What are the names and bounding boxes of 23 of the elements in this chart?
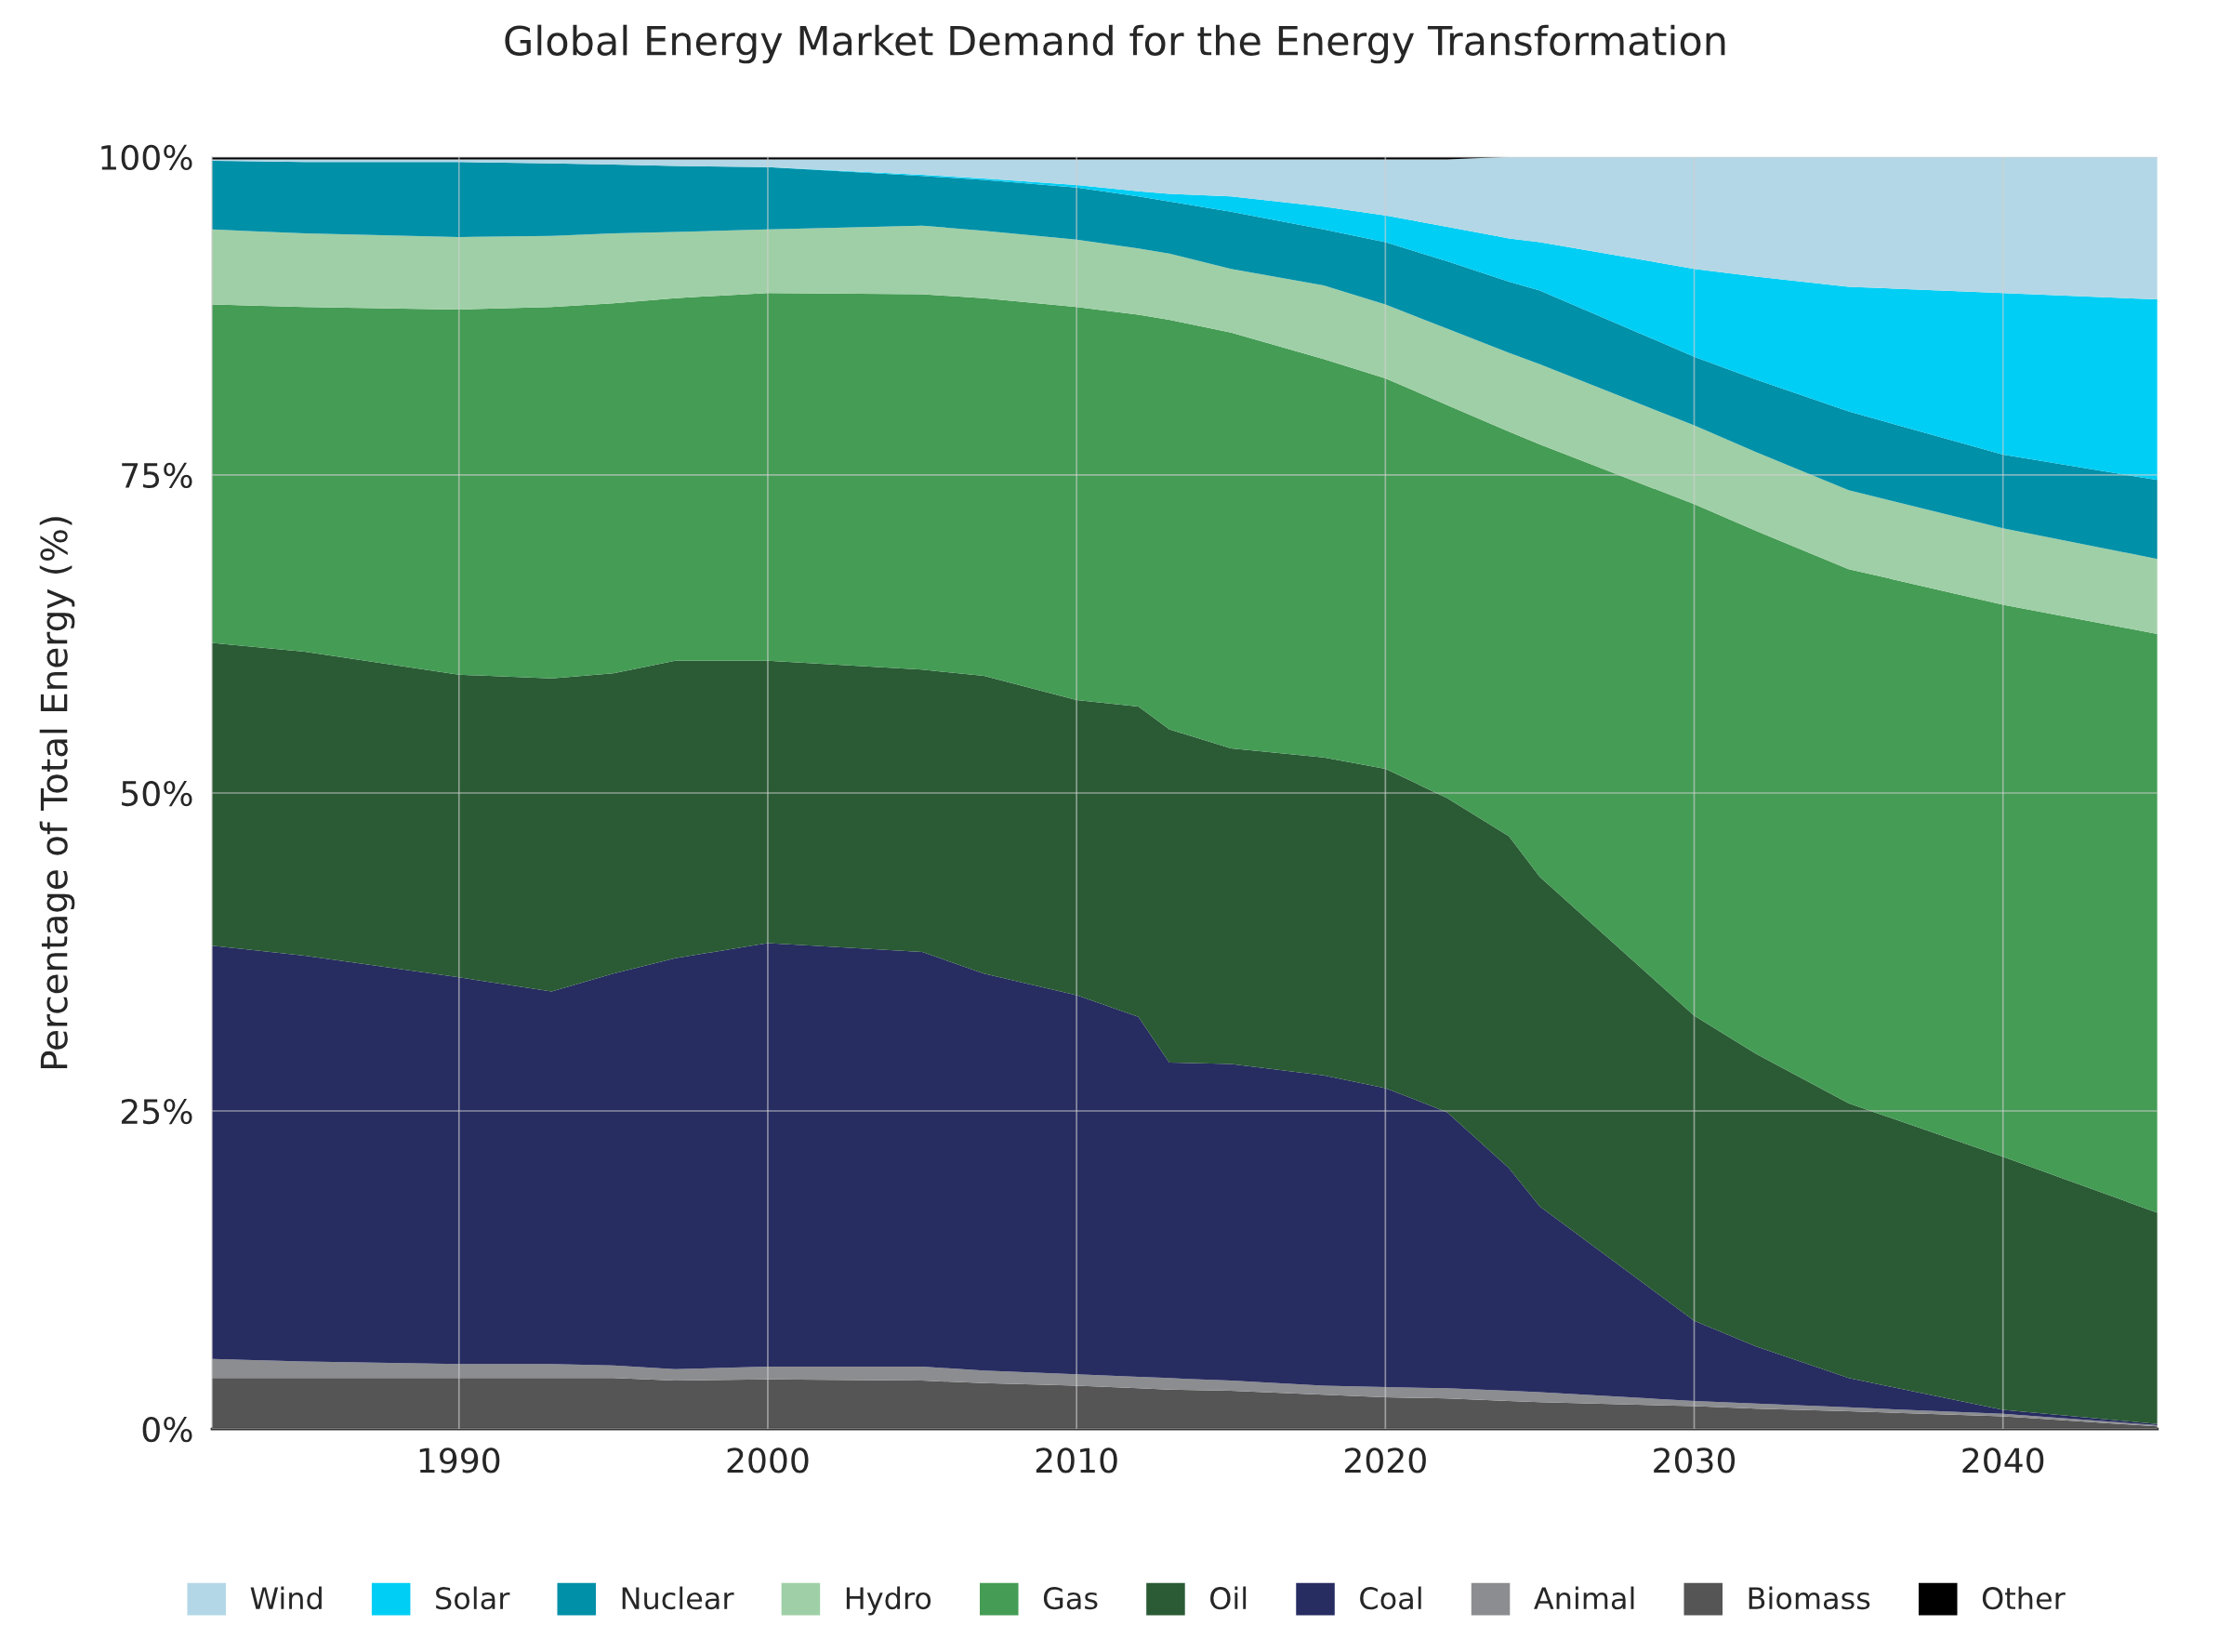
y-tick-label: 75% — [122, 462, 192, 489]
legend-label: Oil — [1210, 1586, 1247, 1610]
legend-label: Hydro — [846, 1586, 931, 1616]
x-tick-label: 2040 — [1962, 1447, 2044, 1474]
legend-label: Biomass — [1749, 1586, 1870, 1610]
x-tick-label: 2030 — [1654, 1447, 1736, 1474]
legend-label: Animal — [1534, 1586, 1634, 1610]
y-tick-label: 50% — [122, 780, 192, 807]
legend-label: Gas — [1043, 1587, 1098, 1610]
y-tick-label: 25% — [121, 1098, 192, 1125]
legend-label: Wind — [250, 1586, 322, 1610]
x-tick-label: 2000 — [727, 1447, 809, 1474]
legend-label: Other — [1982, 1586, 2066, 1610]
legend-label: Solar — [436, 1586, 510, 1610]
y-tick-label: 0% — [142, 1417, 192, 1443]
y-tick-label: 100% — [101, 144, 192, 171]
y-axis-title: Percentage of Total Energy (%) — [39, 517, 75, 1069]
legend-label: Coal — [1360, 1586, 1421, 1610]
x-tick-label: 2010 — [1036, 1447, 1117, 1474]
legend-label: Nuclear — [622, 1586, 734, 1610]
chart-title: Global Energy Market Demand for the Energy Transformation — [505, 24, 1725, 64]
x-tick-label: 2020 — [1345, 1447, 1426, 1474]
x-tick-label: 1990 — [419, 1447, 500, 1474]
